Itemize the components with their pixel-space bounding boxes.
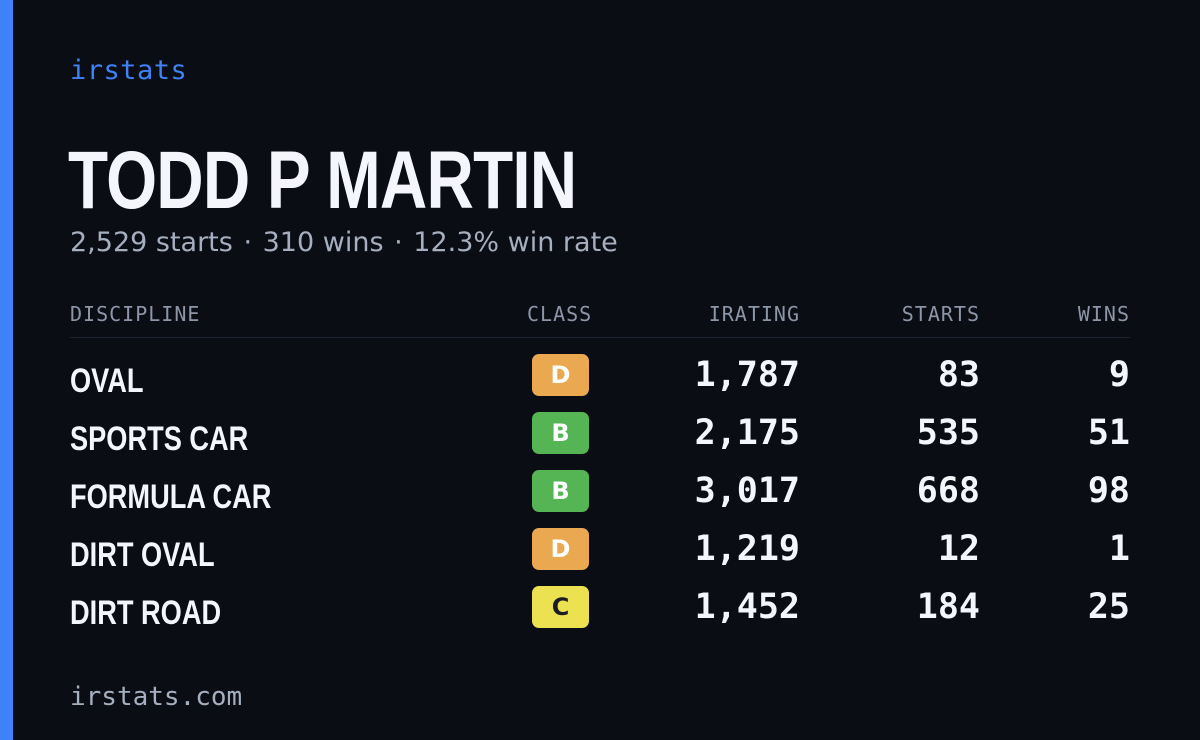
table-row: DIRT ROAD C 1,452 184 25: [0, 586, 1200, 644]
header-starts: STARTS: [901, 302, 980, 326]
footer-link[interactable]: irstats.com: [70, 682, 243, 712]
starts-value: 83: [937, 355, 980, 395]
win-rate-summary: 12.3% win rate: [413, 227, 618, 258]
wins-value: 1: [1108, 529, 1130, 569]
discipline-label: SPORTS CAR: [70, 420, 249, 458]
class-badge: D: [532, 354, 589, 396]
starts-value: 668: [916, 471, 980, 511]
starts-value: 184: [916, 587, 980, 627]
class-badge: B: [532, 412, 589, 454]
header-class: CLASS: [527, 302, 593, 326]
irating-value: 2,175: [694, 413, 800, 453]
wins-value: 51: [1087, 413, 1130, 453]
discipline-label: DIRT ROAD: [70, 594, 222, 632]
wins-value: 25: [1087, 587, 1130, 627]
accent-bar: [0, 0, 13, 740]
header-discipline: DISCIPLINE: [70, 302, 201, 326]
irating-value: 1,452: [694, 587, 800, 627]
header-irating: IRATING: [708, 302, 800, 326]
irating-value: 3,017: [694, 471, 800, 511]
starts-summary: 2,529 starts: [70, 227, 233, 258]
wins-value: 9: [1108, 355, 1130, 395]
class-badge: C: [532, 586, 589, 628]
irating-value: 1,219: [694, 529, 800, 569]
class-badge: D: [532, 528, 589, 570]
header-wins: WINS: [1077, 302, 1130, 326]
discipline-label: DIRT OVAL: [70, 536, 215, 574]
table-row: FORMULA CAR B 3,017 668 98: [0, 470, 1200, 528]
summary-separator: ·: [243, 227, 253, 258]
wins-summary: 310 wins: [262, 227, 384, 258]
class-badge: B: [532, 470, 589, 512]
wins-value: 98: [1087, 471, 1130, 511]
summary-separator: ·: [394, 227, 403, 258]
brand-logo[interactable]: irstats: [70, 55, 188, 86]
table-row: DIRT OVAL D 1,219 12 1: [0, 528, 1200, 586]
discipline-label: OVAL: [70, 362, 144, 400]
header-divider: [70, 337, 1130, 338]
driver-summary: 2,529 starts · 310 wins · 12.3% win rate: [70, 227, 618, 258]
discipline-label: FORMULA CAR: [70, 478, 272, 516]
table-row: OVAL D 1,787 83 9: [0, 354, 1200, 412]
driver-name: TODD P MARTIN: [68, 135, 577, 226]
table-row: SPORTS CAR B 2,175 535 51: [0, 412, 1200, 470]
starts-value: 535: [916, 413, 980, 453]
irating-value: 1,787: [694, 355, 800, 395]
starts-value: 12: [937, 529, 980, 569]
